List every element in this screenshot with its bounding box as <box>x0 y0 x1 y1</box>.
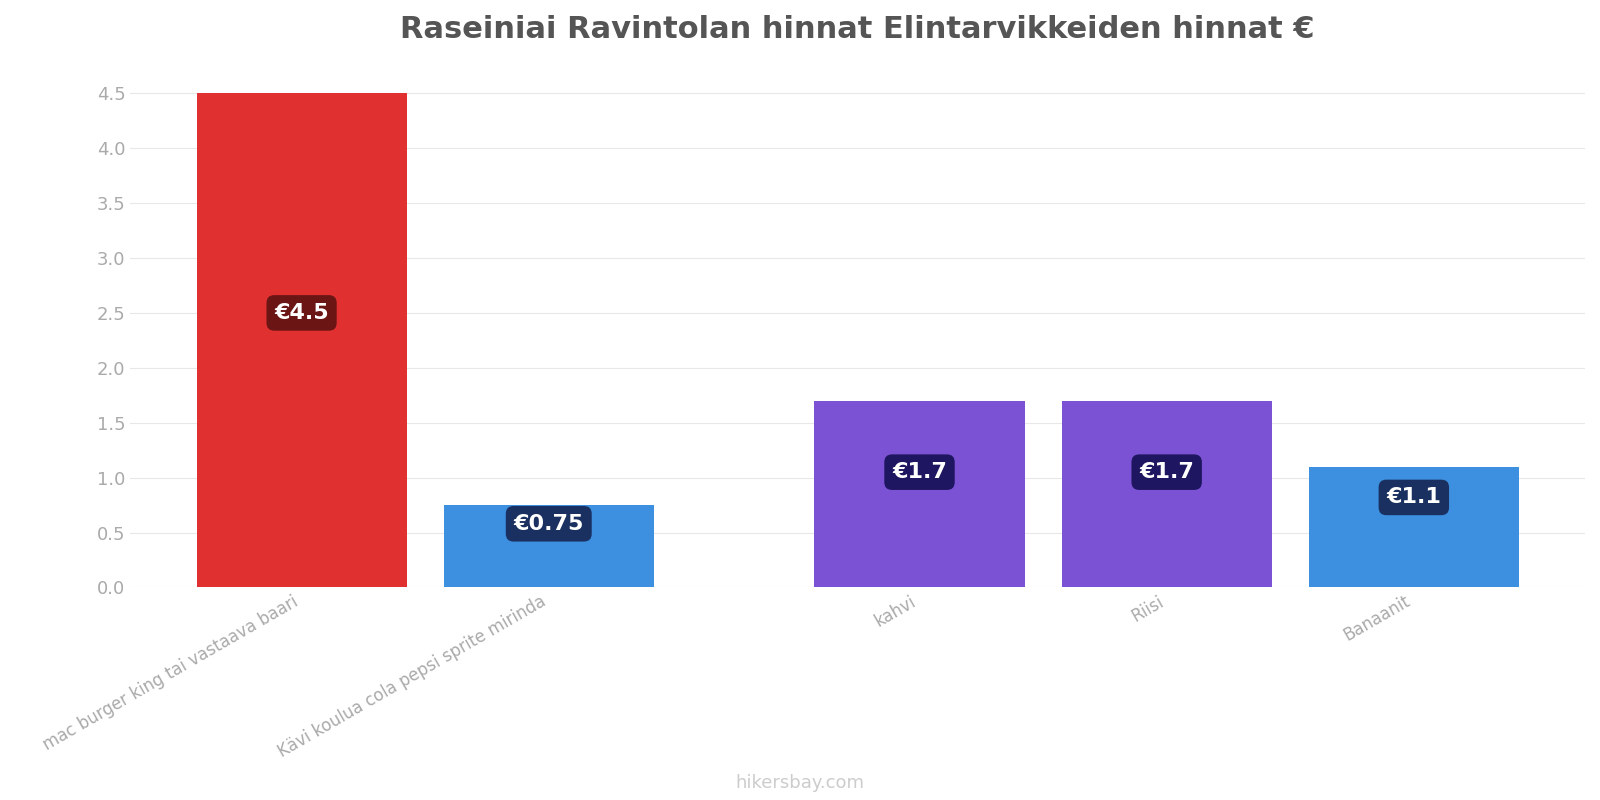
Text: hikersbay.com: hikersbay.com <box>736 774 864 792</box>
Text: €1.1: €1.1 <box>1386 487 1442 507</box>
Bar <box>814 401 1024 587</box>
Bar <box>1309 466 1518 587</box>
Bar <box>1062 401 1272 587</box>
Text: €1.7: €1.7 <box>893 462 947 482</box>
Text: €0.75: €0.75 <box>514 514 584 534</box>
Text: €1.7: €1.7 <box>1139 462 1194 482</box>
Title: Raseiniai Ravintolan hinnat Elintarvikkeiden hinnat €: Raseiniai Ravintolan hinnat Elintarvikke… <box>400 15 1315 44</box>
Bar <box>197 94 406 587</box>
Text: €4.5: €4.5 <box>274 303 330 323</box>
Bar <box>443 505 654 587</box>
